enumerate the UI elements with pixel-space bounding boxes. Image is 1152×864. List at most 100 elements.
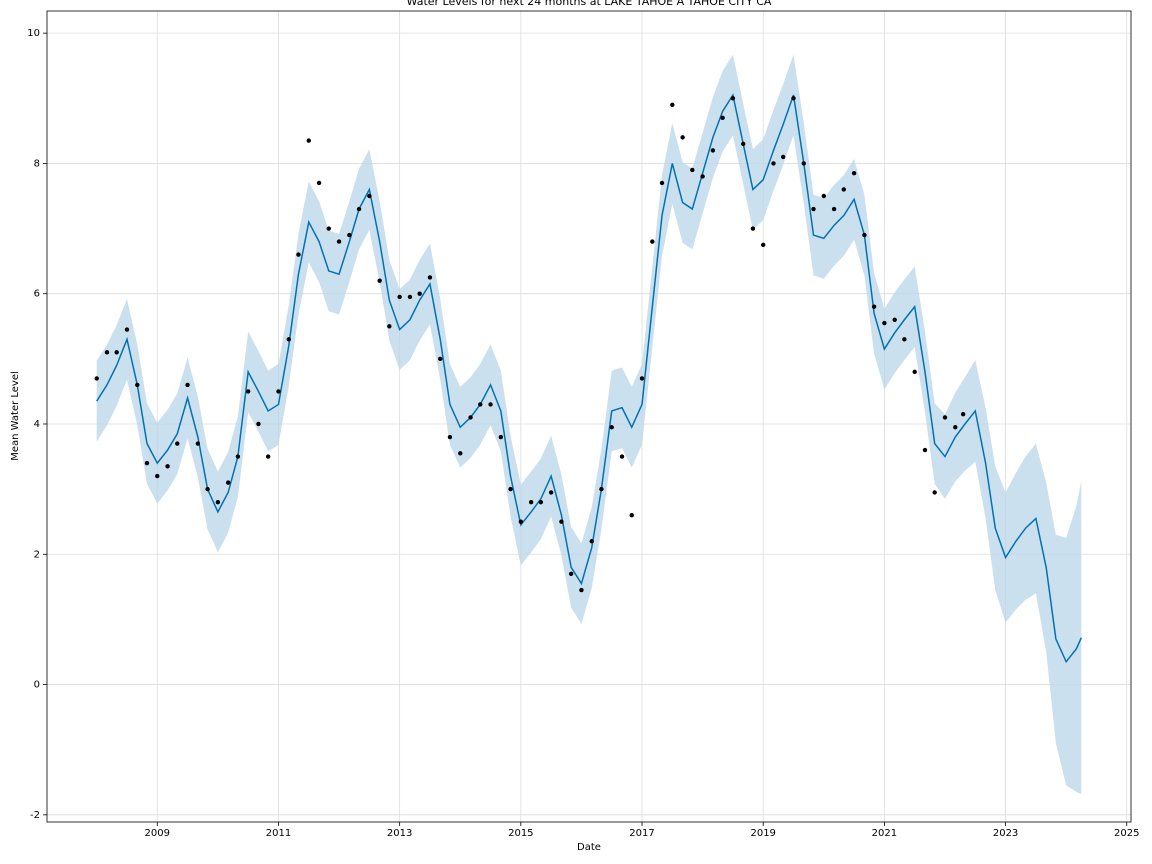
- observed-point: [235, 454, 241, 459]
- observed-point: [397, 294, 402, 300]
- observed-point: [761, 242, 766, 248]
- observed-point: [801, 161, 807, 166]
- observed-point: [124, 327, 130, 332]
- y-tick-label: -2: [30, 810, 40, 821]
- observed-point: [720, 115, 725, 121]
- observed-point: [548, 490, 554, 495]
- observed-point: [417, 291, 422, 296]
- observed-point: [488, 402, 493, 407]
- plot-frame: [46, 10, 1132, 823]
- observed-point: [528, 499, 534, 505]
- observed-point: [256, 421, 261, 427]
- observed-point: [377, 278, 382, 283]
- observed-point: [851, 171, 857, 176]
- x-tick-label: 2019: [750, 828, 775, 839]
- observed-point: [650, 239, 655, 244]
- observed-point: [225, 480, 231, 485]
- observed-point: [175, 441, 180, 446]
- x-tick-label: 2011: [266, 828, 291, 839]
- observed-point: [791, 96, 796, 101]
- observed-point: [104, 350, 110, 355]
- y-tick-label: 4: [34, 419, 40, 430]
- observed-point: [609, 425, 614, 430]
- observed-point: [468, 415, 473, 420]
- uncertainty-band: [96, 54, 1082, 794]
- observed-point: [912, 369, 917, 375]
- observed-point: [811, 206, 816, 212]
- x-tick-label: 2017: [629, 828, 654, 839]
- observed-point: [639, 376, 645, 381]
- observed-point: [205, 486, 210, 492]
- observed-point: [508, 486, 513, 492]
- y-axis-label: Mean Water Level: [10, 371, 21, 461]
- observed-point: [902, 337, 907, 342]
- observed-point: [710, 148, 716, 153]
- observed-point: [579, 587, 584, 593]
- y-tick-label: 10: [27, 28, 40, 39]
- observed-point: [367, 193, 372, 199]
- observed-point: [245, 389, 251, 394]
- observed-point: [953, 425, 958, 430]
- observed-point: [155, 473, 160, 479]
- x-axis-label: Date: [577, 842, 601, 853]
- observed-point: [750, 226, 756, 231]
- observed-point: [478, 402, 483, 407]
- observed-point: [932, 490, 937, 495]
- y-tick-label: 6: [34, 289, 40, 300]
- observed-point: [892, 317, 897, 322]
- observed-point: [831, 206, 837, 212]
- observed-point: [347, 232, 352, 238]
- observed-point: [427, 275, 433, 280]
- observed-point: [922, 447, 928, 453]
- observed-point: [387, 324, 392, 329]
- x-tick-label: 2015: [508, 828, 533, 839]
- observed-point: [438, 356, 443, 362]
- observed-point: [821, 193, 826, 199]
- observed-point: [559, 519, 564, 524]
- observed-point: [589, 539, 594, 544]
- observed-point: [771, 161, 776, 166]
- observed-point: [700, 174, 705, 179]
- observed-point: [690, 167, 695, 173]
- observed-point: [135, 382, 140, 388]
- observed-point: [670, 102, 675, 108]
- observed-point: [780, 154, 786, 160]
- observed-point: [680, 135, 685, 140]
- observed-point: [296, 252, 301, 257]
- observed-point: [286, 337, 291, 342]
- observed-point: [629, 512, 634, 518]
- x-tick-label: 2009: [145, 828, 170, 839]
- observed-point: [458, 451, 463, 456]
- observed-point: [306, 138, 311, 143]
- observed-point: [144, 460, 150, 466]
- y-tick-label: 8: [34, 158, 40, 169]
- x-tick-label: 2025: [1114, 828, 1139, 839]
- observed-point: [538, 499, 544, 505]
- chart-title: Water Levels for next 24 months at LAKE …: [407, 0, 772, 8]
- observed-point: [741, 141, 746, 147]
- observed-point: [195, 441, 201, 446]
- observed-point: [336, 239, 342, 244]
- observed-point: [94, 376, 99, 381]
- observed-point: [619, 454, 625, 459]
- observed-point: [730, 96, 736, 101]
- x-tick-label: 2023: [993, 828, 1018, 839]
- observed-point: [599, 486, 604, 492]
- x-tick-label: 2021: [872, 828, 897, 839]
- observed-point: [215, 499, 221, 505]
- observed-point: [841, 187, 846, 192]
- observed-point: [114, 350, 119, 355]
- y-tick-label: 0: [34, 680, 40, 691]
- observed-point: [447, 434, 453, 440]
- observed-point: [871, 304, 877, 309]
- observed-point: [276, 389, 281, 394]
- observed-point: [518, 519, 524, 524]
- observed-point: [356, 206, 362, 212]
- observed-point: [407, 294, 413, 300]
- observed-point: [185, 382, 190, 388]
- observed-point: [498, 434, 504, 440]
- forecast-line: [96, 93, 1082, 664]
- y-tick-label: 2: [34, 549, 40, 560]
- observed-point: [942, 415, 948, 420]
